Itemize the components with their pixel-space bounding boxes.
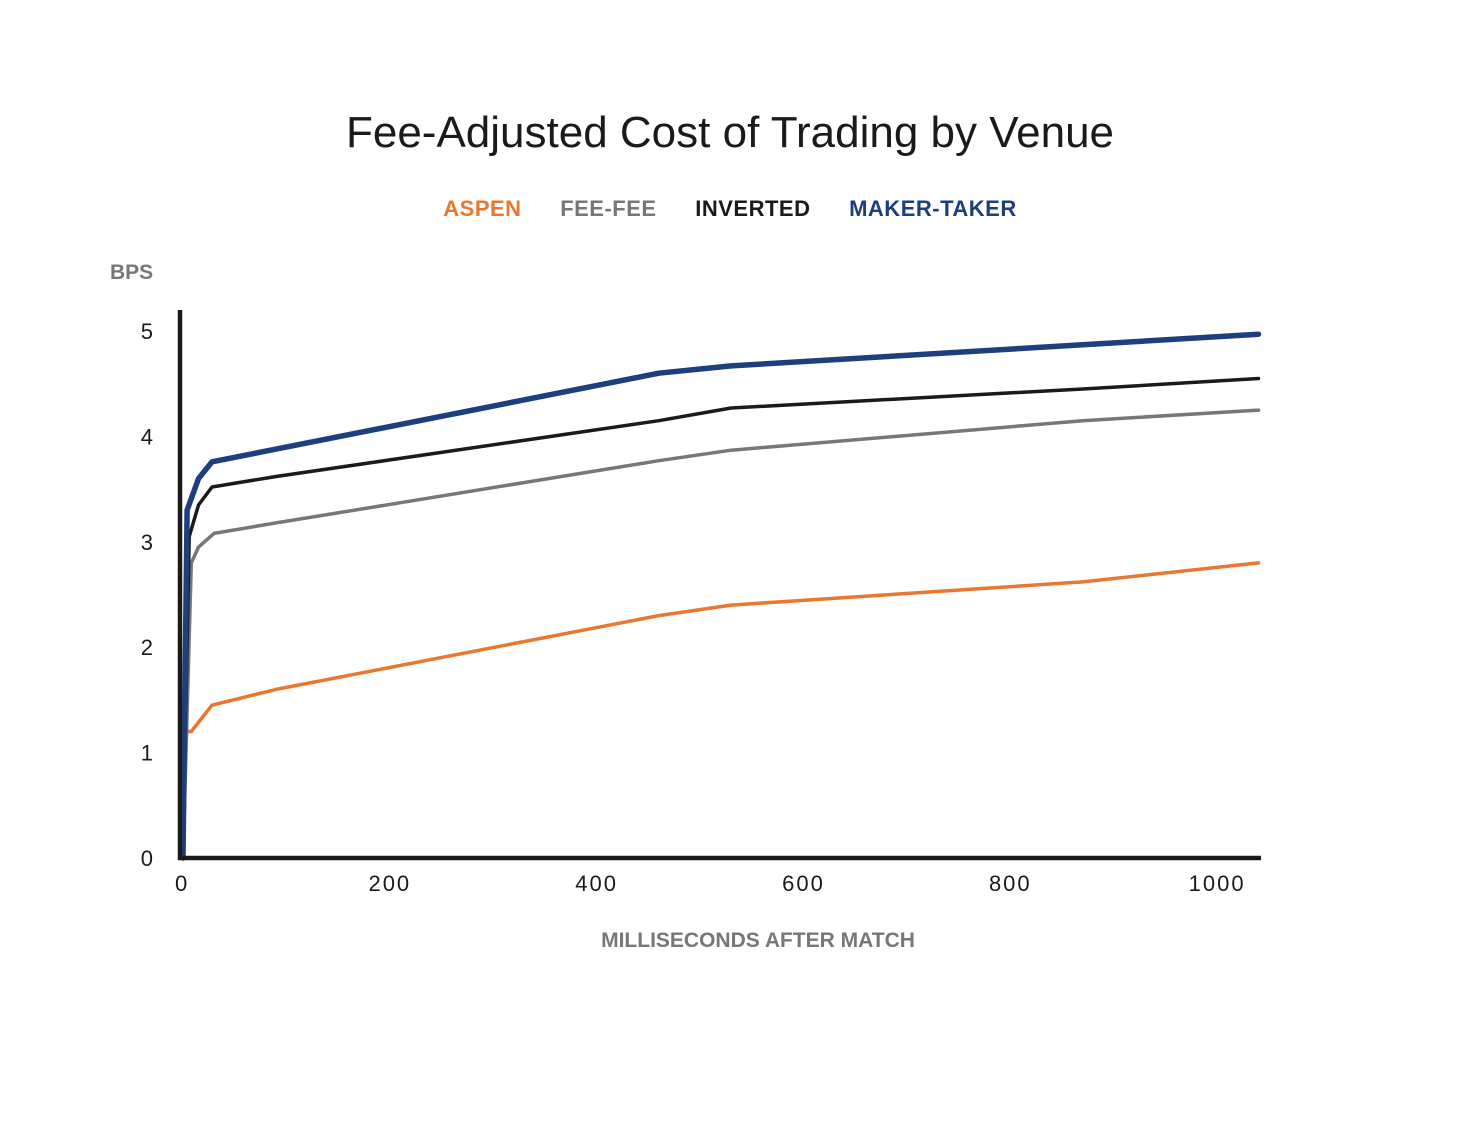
x-tick-label: 800 xyxy=(989,871,1032,896)
legend-item-inverted: INVERTED xyxy=(695,196,811,221)
y-tick-label: 3 xyxy=(141,530,153,555)
y-tick-label: 4 xyxy=(141,424,153,449)
chart-title: Fee-Adjusted Cost of Trading by Venue xyxy=(345,108,1115,157)
y-tick-label: 1 xyxy=(141,741,153,766)
x-axis-label: MILLISECONDS AFTER MATCH xyxy=(601,929,915,952)
x-tick-label: 400 xyxy=(575,871,618,896)
series-line-fee-fee xyxy=(181,408,1261,860)
x-tick-label: 200 xyxy=(368,871,411,896)
y-tick-label: 0 xyxy=(141,846,153,871)
y-tick-label: 2 xyxy=(141,635,153,660)
legend-item-aspen: ASPEN xyxy=(443,196,522,221)
x-tick-label: 0 xyxy=(175,871,189,896)
legend: ASPEN FEE-FEE INVERTED MAKER-TAKER xyxy=(0,196,1460,222)
y-axis-label: BPS xyxy=(110,261,154,284)
series-line-maker-taker xyxy=(180,331,1262,861)
legend-item-fee-fee: FEE-FEE xyxy=(560,196,657,221)
x-tick-label: 1000 xyxy=(1189,871,1246,896)
y-tick-label: 5 xyxy=(141,319,153,344)
legend-item-maker-taker: MAKER-TAKER xyxy=(849,196,1017,221)
series-line-aspen xyxy=(181,561,1261,734)
x-tick-label: 600 xyxy=(782,871,825,896)
series-line-inverted xyxy=(181,376,1261,860)
